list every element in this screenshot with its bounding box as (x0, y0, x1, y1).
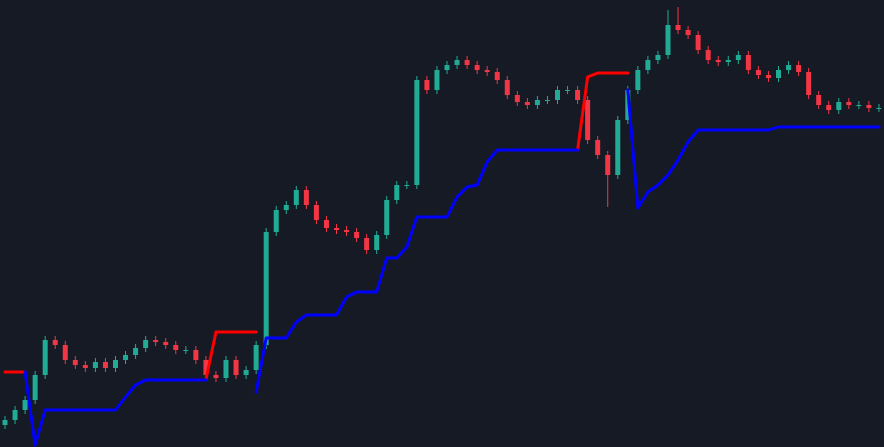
candle-body (615, 120, 621, 175)
candle-body (213, 375, 219, 378)
candle-body (113, 360, 118, 368)
candle-body (173, 345, 179, 350)
trailing-stop-line (3, 71, 630, 382)
candle-body (836, 102, 842, 110)
candle-body (655, 55, 661, 60)
candle-body (826, 105, 832, 110)
candle-body (876, 108, 882, 109)
candle-body (695, 35, 701, 50)
candle-body (32, 375, 38, 400)
candle-body (685, 30, 691, 35)
candle-body (193, 350, 199, 360)
candle-body (675, 25, 681, 30)
candle-body (444, 65, 450, 70)
candle-body (645, 60, 651, 70)
candle-body (183, 350, 189, 351)
candle-body (635, 70, 641, 90)
candle-body (524, 102, 530, 105)
candle-body (846, 102, 852, 105)
candle-body (72, 360, 78, 365)
candle-body (243, 370, 249, 375)
candle-body (705, 50, 711, 60)
candle-body (92, 362, 98, 368)
candle-body (82, 365, 88, 368)
candle-body (133, 348, 139, 355)
candle-body (374, 235, 380, 250)
candle-body (203, 360, 209, 375)
candle-body (434, 70, 440, 90)
candle-body (283, 205, 289, 210)
candle-body (102, 362, 108, 368)
candle-body (786, 65, 792, 70)
candle-body (52, 340, 58, 345)
candle-body (534, 100, 540, 105)
candle-body (143, 340, 149, 348)
candle-body (595, 140, 601, 155)
candle-body (665, 25, 671, 55)
candle-body (384, 200, 390, 235)
candle-body (715, 60, 721, 62)
candle-body (866, 105, 872, 108)
candle-body (454, 60, 460, 65)
candle-body (263, 232, 269, 345)
candle-body (334, 228, 339, 230)
candle-body (22, 400, 28, 410)
candle-body (424, 80, 430, 90)
candle-body (796, 65, 802, 72)
candle-body (323, 220, 329, 228)
candle-body (806, 72, 812, 95)
candle-body (2, 420, 8, 425)
candle-body (735, 55, 741, 60)
candle-body (494, 72, 500, 80)
candle-body (163, 342, 169, 345)
candle-body (474, 65, 480, 70)
candle-body (313, 205, 319, 220)
candle-body (253, 345, 259, 370)
candle-body (233, 360, 239, 375)
candle-body (42, 340, 48, 375)
candle-body (404, 185, 410, 186)
candle-body (123, 355, 129, 360)
candle-body (153, 340, 159, 342)
candle-body (856, 105, 862, 106)
candle-body (223, 360, 229, 378)
candle-body (514, 95, 520, 102)
candle-body (745, 55, 751, 70)
candle-body (816, 95, 822, 105)
candle-body (344, 230, 350, 232)
candle-body (605, 155, 611, 175)
candle-body (504, 80, 510, 95)
candle-body (273, 210, 279, 232)
candle-body (765, 75, 771, 78)
candle-body (755, 70, 761, 75)
candle-body (293, 190, 299, 205)
candle-body (364, 238, 370, 250)
candle-body (776, 70, 781, 78)
candle-body (575, 90, 581, 100)
candle-body (725, 60, 731, 62)
candle-body (414, 80, 420, 185)
candle-body (464, 60, 470, 65)
candle-body (565, 90, 571, 91)
candle-body (585, 100, 591, 140)
candle-body (12, 410, 18, 420)
candle-body (484, 70, 490, 72)
trailing-stop-line (23, 88, 881, 447)
candle-body (303, 190, 309, 205)
candle-body (555, 90, 560, 100)
candle-body (354, 232, 360, 238)
candle-body (62, 345, 68, 360)
candle-body (544, 100, 550, 101)
candle-body (394, 185, 400, 200)
